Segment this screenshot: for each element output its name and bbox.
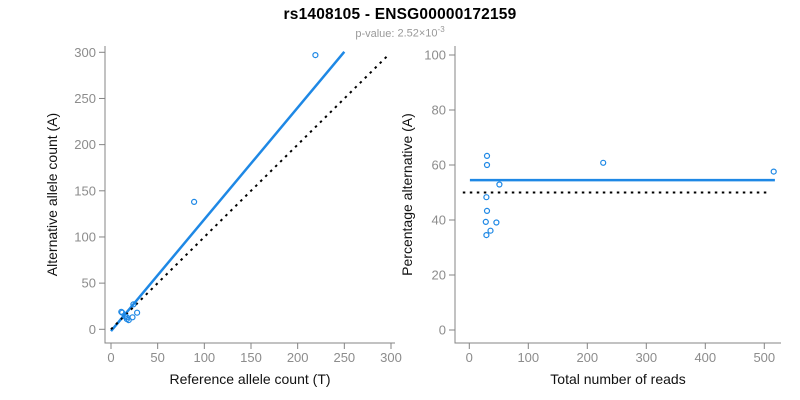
- data-point: [483, 207, 491, 214]
- y-tick-label: 200: [74, 137, 96, 152]
- x-tick-label: 300: [635, 350, 657, 365]
- y-tick-label: 100: [424, 48, 446, 63]
- y-tick-label: 40: [432, 213, 446, 228]
- p-value-exponent: -3: [437, 25, 445, 34]
- data-point: [130, 301, 137, 308]
- y-tick-label: 50: [82, 276, 96, 291]
- x-tick-label: 200: [287, 350, 309, 365]
- y-tick-label: 20: [432, 268, 446, 283]
- data-point: [118, 308, 125, 315]
- data-point: [482, 218, 489, 225]
- y-axis-title: Percentage alternative (A): [399, 113, 415, 276]
- y-tick-label: 0: [89, 322, 96, 337]
- identity-line: [110, 54, 389, 331]
- p-value-subtitle: p-value: 2.52×10-3: [0, 25, 800, 40]
- y-tick-label: 150: [74, 183, 96, 198]
- x-axis-title: Total number of reads: [550, 371, 685, 387]
- plot-percentage-vs-reads: 0 100 200 300 400 500 0 20 40 60 80 100 Total number…: [399, 46, 781, 387]
- x-tick-label: 300: [380, 350, 402, 365]
- x-axis-title: Reference allele count (T): [169, 371, 330, 387]
- data-point: [129, 314, 136, 321]
- x-tick-label: 100: [193, 350, 215, 365]
- data-point: [312, 51, 319, 59]
- data-point: [483, 194, 490, 201]
- data-point: [134, 309, 141, 316]
- axis-spines: [104, 46, 395, 344]
- y-tick-label: 250: [74, 91, 96, 106]
- y-tick-label: 300: [74, 45, 96, 60]
- y-tick-label: 100: [74, 229, 96, 244]
- axis-spines: [454, 46, 781, 344]
- y-tick-label: 80: [432, 103, 446, 118]
- y-tick-label: 0: [439, 323, 446, 338]
- data-point: [191, 198, 198, 205]
- data-point: [493, 219, 500, 226]
- data-point: [483, 232, 490, 239]
- y-axis-title: Alternative allele count (A): [44, 113, 60, 276]
- data-point: [496, 181, 503, 188]
- data-point: [487, 227, 494, 234]
- x-tick-label: 400: [694, 350, 716, 365]
- x-tick-label: 50: [150, 350, 164, 365]
- x-tick-label: 100: [517, 350, 539, 365]
- fit-line: [110, 50, 346, 332]
- data-point: [600, 159, 607, 166]
- data-point: [770, 168, 777, 175]
- x-tick-label: 500: [753, 350, 775, 365]
- y-tick-label: 60: [432, 158, 446, 173]
- p-value-mantissa: 2.52×10: [397, 27, 438, 40]
- x-tick-label: 0: [107, 350, 114, 365]
- x-tick-label: 200: [576, 350, 598, 365]
- x-tick-label: 150: [240, 350, 262, 365]
- x-tick-label: 250: [333, 350, 355, 365]
- x-tick-label: 0: [466, 350, 473, 365]
- data-point: [483, 152, 491, 159]
- data-point: [483, 161, 491, 169]
- page-title: rs1408105 - ENSG00000172159: [283, 6, 517, 23]
- p-value-label: p-value:: [355, 27, 395, 40]
- plot-allele-counts: 0 50 100 150 200 250 300 0 50 100 150 200 250 300 Refe…: [44, 45, 402, 387]
